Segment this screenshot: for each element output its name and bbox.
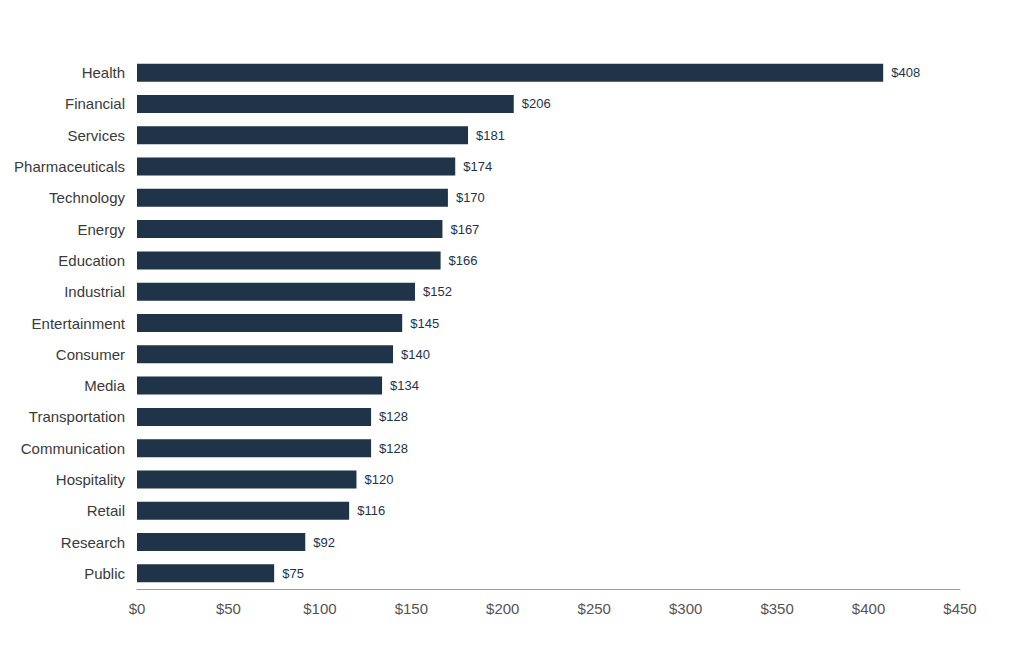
svg-text:Hospitality: Hospitality	[56, 471, 126, 488]
svg-text:Media: Media	[84, 377, 126, 394]
svg-text:$134: $134	[390, 378, 419, 393]
svg-text:Research: Research	[61, 534, 125, 551]
svg-text:$140: $140	[401, 347, 430, 362]
svg-text:Consumer: Consumer	[56, 346, 125, 363]
svg-text:$145: $145	[410, 316, 439, 331]
svg-text:$50: $50	[216, 600, 241, 617]
svg-text:$0: $0	[129, 600, 146, 617]
svg-text:$170: $170	[456, 190, 485, 205]
svg-text:Industrial: Industrial	[64, 283, 125, 300]
svg-text:$75: $75	[282, 566, 304, 581]
svg-text:$250: $250	[578, 600, 611, 617]
svg-text:$116: $116	[357, 503, 385, 518]
svg-text:Energy: Energy	[77, 221, 125, 238]
svg-text:Pharmaceuticals: Pharmaceuticals	[14, 158, 125, 175]
svg-text:$167: $167	[450, 222, 479, 237]
svg-text:$350: $350	[760, 600, 793, 617]
svg-text:Entertainment: Entertainment	[32, 315, 126, 332]
svg-text:$400: $400	[852, 600, 885, 617]
svg-text:Technology: Technology	[49, 189, 125, 206]
svg-text:Financial: Financial	[65, 95, 125, 112]
svg-text:$174: $174	[463, 159, 492, 174]
svg-text:Public: Public	[84, 565, 125, 582]
svg-text:Health: Health	[82, 64, 125, 81]
svg-text:Communication: Communication	[21, 440, 125, 457]
svg-text:$150: $150	[395, 600, 428, 617]
svg-text:$206: $206	[522, 96, 551, 111]
svg-text:$92: $92	[313, 535, 335, 550]
svg-text:Transportation: Transportation	[29, 408, 125, 425]
svg-text:$300: $300	[669, 600, 702, 617]
svg-text:Services: Services	[67, 127, 125, 144]
svg-text:$100: $100	[303, 600, 336, 617]
svg-text:$128: $128	[379, 441, 408, 456]
svg-text:$152: $152	[423, 284, 452, 299]
svg-text:$200: $200	[486, 600, 519, 617]
svg-text:$120: $120	[364, 472, 393, 487]
svg-text:$128: $128	[379, 409, 408, 424]
svg-text:$166: $166	[449, 253, 478, 268]
svg-text:Retail: Retail	[87, 502, 125, 519]
svg-text:Education: Education	[58, 252, 125, 269]
svg-text:$450: $450	[943, 600, 976, 617]
svg-text:$408: $408	[891, 65, 920, 80]
svg-text:$181: $181	[476, 128, 505, 143]
